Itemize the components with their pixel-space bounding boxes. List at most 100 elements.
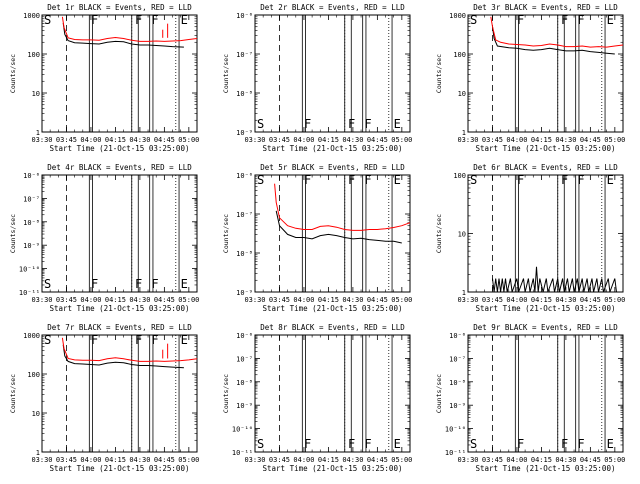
x-tick-label: 04:30 [129,136,150,144]
flag-f-label: F [577,13,584,27]
y-tick-label: 10⁻⁹ [236,289,253,297]
y-tick-label: 1 [36,449,40,457]
y-tick-label: 10⁻⁸ [236,250,253,258]
panel-title: Det 4r BLACK = Events, RED = LLD [47,163,192,172]
x-tick-label: 05:00 [604,456,625,464]
panel-det-6r: Det 6r BLACK = Events, RED = LLD 1 10 100 03… [435,163,625,313]
panel-det-1r: Det 1r BLACK = Events, RED = LLD 1 10 100 10… [9,3,199,153]
flag-f-label: F [577,173,584,187]
y-tick-label: 10⁻⁷ [236,211,253,219]
x-tick-label: 04:30 [342,136,363,144]
x-tick-label: 04:45 [367,456,388,464]
flag-e-label: E [394,173,401,187]
x-axis-label: Start Time (21-Oct-15 03:25:00) [263,464,403,473]
y-tick-label: 100 [27,51,40,59]
x-tick-label: 04:30 [342,296,363,304]
series-events-line [62,344,184,369]
x-tick-label: 03:45 [269,456,290,464]
y-tick-label: 10⁻⁸ [23,219,40,227]
x-tick-label: 05:00 [604,136,625,144]
flag-f-label: F [348,117,355,131]
flag-s-label: S [257,437,264,451]
y-tick-label: 10⁻⁸ [449,379,466,387]
x-tick-label: 05:00 [178,456,199,464]
y-axis-label: Counts/sec [222,54,230,93]
x-tick-label: 03:45 [269,136,290,144]
y-tick-label: 10⁻¹¹ [19,289,40,297]
y-tick-label: 10⁻⁷ [449,355,466,363]
y-tick-label: 10⁻⁸ [236,379,253,387]
x-tick-label: 03:30 [244,296,265,304]
x-tick-label: 04:00 [293,296,314,304]
x-tick-label: 04:00 [506,456,527,464]
flag-f-label: F [561,13,568,27]
y-tick-label: 10⁻⁷ [23,195,40,203]
panel-det-5r: Det 5r BLACK = Events, RED = LLD 10⁻⁹ 10⁻⁸… [222,163,412,313]
x-tick-label: 04:15 [318,136,339,144]
x-tick-label: 05:00 [604,296,625,304]
y-tick-label: 10⁻⁹ [449,402,466,410]
x-tick-label: 04:00 [293,456,314,464]
flag-f-label: F [364,117,371,131]
flag-f-label: F [304,437,311,451]
y-tick-label: 10⁻¹⁰ [445,426,466,434]
x-tick-label: 03:45 [56,456,77,464]
flag-s-label: S [44,333,51,347]
flag-e-label: E [181,277,188,291]
series-lld-line [274,183,411,231]
flag-e-label: E [394,437,401,451]
plot-frame [467,174,624,293]
x-tick-label: 03:30 [31,136,52,144]
x-tick-label: 03:45 [56,296,77,304]
x-tick-label: 04:30 [555,136,576,144]
series-events-line [492,266,617,293]
flag-e-label: E [607,173,614,187]
panel-det-8r: Det 8r BLACK = Events, RED = LLD 10⁻¹¹ 10⁻… [222,323,412,473]
flag-f-label: F [135,333,142,347]
y-tick-label: 10⁻⁶ [236,332,253,340]
x-axis-label: Start Time (21-Oct-15 03:25:00) [476,304,616,313]
flag-f-label: F [135,13,142,27]
panel-title: Det 3r BLACK = Events, RED = LLD [473,3,618,12]
flag-f-label: F [561,173,568,187]
flag-f-label: F [517,173,524,187]
y-tick-label: 10⁻⁹ [236,402,253,410]
flag-e-label: E [607,13,614,27]
flag-f-label: F [364,173,371,187]
flag-f-label: F [348,173,355,187]
x-tick-label: 03:30 [457,136,478,144]
x-tick-label: 04:30 [342,456,363,464]
y-axis-label: Counts/sec [9,214,17,253]
x-tick-label: 05:00 [391,136,412,144]
flag-f-label: F [304,173,311,187]
panel-title: Det 8r BLACK = Events, RED = LLD [260,323,405,332]
panel-title: Det 5r BLACK = Events, RED = LLD [260,163,405,172]
flag-s-label: S [257,117,264,131]
x-tick-label: 04:45 [154,136,175,144]
flag-s-label: S [44,277,51,291]
x-tick-label: 05:00 [178,296,199,304]
plot-frame [467,14,624,133]
x-tick-label: 03:45 [269,296,290,304]
flag-e-label: E [607,437,614,451]
x-axis-label: Start Time (21-Oct-15 03:25:00) [50,144,190,153]
y-tick-label: 10⁻⁶ [23,172,40,180]
panel-det-2r: Det 2r BLACK = Events, RED = LLD 10⁻⁹ 10⁻⁸… [222,3,412,153]
x-tick-label: 04:15 [318,456,339,464]
x-tick-label: 03:45 [56,136,77,144]
panel-det-9r: Det 9r BLACK = Events, RED = LLD 10⁻¹¹ 10⁻… [435,323,625,473]
y-tick-label: 10⁻⁷ [236,355,253,363]
x-tick-label: 03:30 [457,456,478,464]
x-tick-label: 04:30 [129,456,150,464]
x-axis-label: Start Time (21-Oct-15 03:25:00) [263,144,403,153]
plot-frame [41,174,198,293]
flag-f-label: F [577,437,584,451]
panel-det-7r: Det 7r BLACK = Events, RED = LLD 1 10 100 10… [9,323,199,473]
flag-f-label: F [517,437,524,451]
x-tick-label: 04:45 [367,136,388,144]
x-tick-label: 03:30 [31,296,52,304]
flag-f-label: F [151,333,158,347]
y-tick-label: 10⁻⁹ [236,129,253,137]
y-tick-label: 1 [36,129,40,137]
